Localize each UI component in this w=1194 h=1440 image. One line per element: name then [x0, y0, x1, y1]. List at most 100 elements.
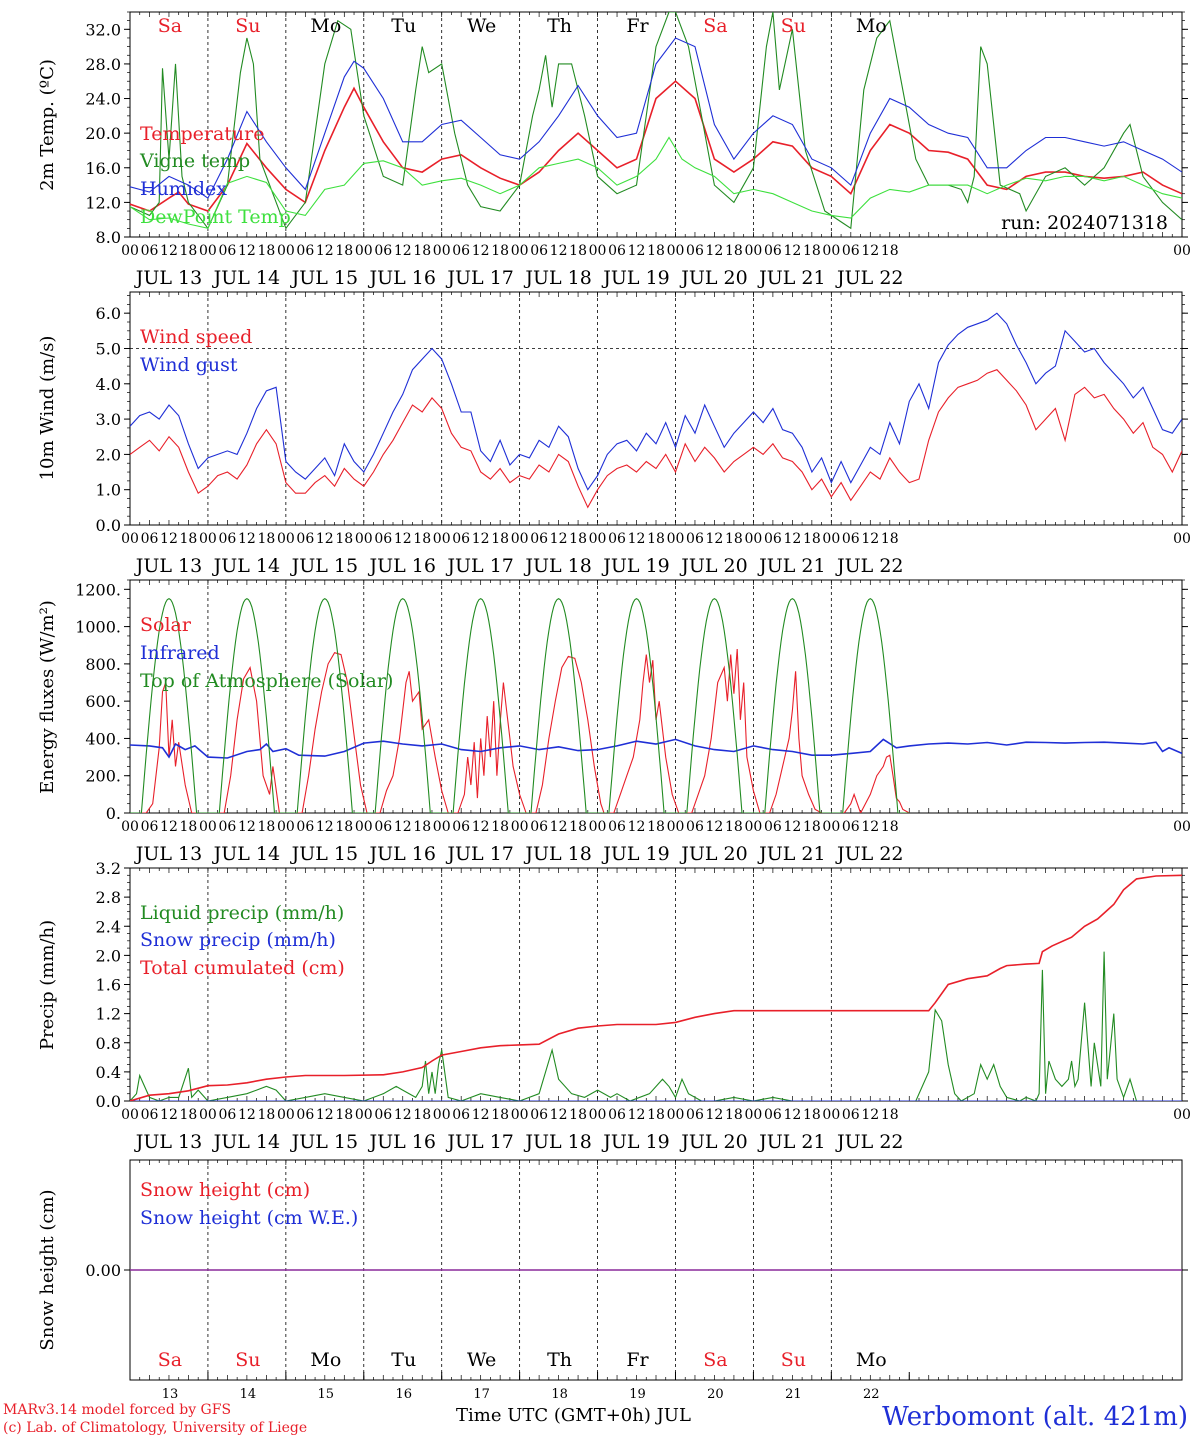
y-tick-label: 1.2: [96, 1005, 121, 1024]
day-name-bottom: Su: [235, 1349, 260, 1371]
day-name-top: Mo: [856, 15, 887, 37]
x-hour-label: 06: [764, 531, 782, 547]
series-line-top-of-atmosphere-solar-: [130, 597, 910, 813]
y-tick-label: 24.0: [85, 90, 121, 109]
x-hour-label: 00: [121, 819, 139, 835]
x-hour-label: 12: [628, 819, 646, 835]
day-number: 16: [395, 1387, 412, 1402]
x-hour-label: 12: [628, 243, 646, 259]
x-hour-label: 12: [316, 243, 334, 259]
day-name-bottom: Tu: [391, 1349, 416, 1371]
x-hour-label: 00: [433, 531, 451, 547]
x-hour-label: 00: [433, 243, 451, 259]
x-hour-label: 18: [335, 1107, 353, 1123]
x-hour-label: 12: [550, 1107, 568, 1123]
x-hour-label: 12: [861, 819, 879, 835]
x-hour-label: 18: [569, 531, 587, 547]
x-hour-label: 00: [822, 1107, 840, 1123]
x-hour-label: 18: [491, 819, 509, 835]
day-name-top: Tu: [391, 15, 416, 37]
y-tick-label: 1.0: [96, 481, 121, 500]
legend-entry: Wind gust: [140, 354, 238, 376]
x-hour-label: 00: [667, 531, 685, 547]
x-hour-label: 18: [569, 243, 587, 259]
x-date-label: JUL 14: [212, 843, 280, 865]
x-hour-label: 00: [121, 531, 139, 547]
y-tick-label: 5.0: [96, 339, 121, 358]
x-hour-label: 12: [160, 243, 178, 259]
day-name-bottom: We: [467, 1349, 496, 1371]
x-hour-label: 06: [530, 819, 548, 835]
y-axis-title: Precip (mm/h): [37, 920, 58, 1050]
x-hour-label: 00: [1173, 531, 1191, 547]
x-hour-label: 12: [238, 819, 256, 835]
day-number: 13: [162, 1387, 179, 1402]
x-hour-label: 06: [218, 819, 236, 835]
x-hour-label: 06: [608, 531, 626, 547]
x-hour-label: 12: [472, 1107, 490, 1123]
x-hour-label: 00: [667, 243, 685, 259]
x-hour-label: 00: [277, 243, 295, 259]
x-date-label: JUL 15: [290, 267, 358, 289]
x-hour-label: 12: [238, 531, 256, 547]
day-number: 20: [707, 1387, 724, 1402]
x-hour-label: 00: [511, 531, 529, 547]
x-hour-label: 06: [374, 1107, 392, 1123]
x-date-label: JUL 21: [757, 843, 825, 865]
x-hour-label: 00: [433, 1107, 451, 1123]
x-hour-label: 06: [608, 819, 626, 835]
legend-entry: Temperature: [140, 123, 264, 145]
x-hour-label: 18: [335, 243, 353, 259]
x-hour-label: 18: [725, 819, 743, 835]
x-hour-label: 06: [686, 531, 704, 547]
x-hour-label: 06: [374, 243, 392, 259]
y-tick-label: 2.0: [96, 445, 121, 464]
y-tick-label: 1000.: [75, 618, 121, 637]
day-number: 15: [318, 1387, 335, 1402]
day-number: 14: [240, 1387, 257, 1402]
x-hour-label: 12: [550, 819, 568, 835]
x-hour-label: 18: [803, 531, 821, 547]
x-hour-label: 06: [842, 819, 860, 835]
x-date-label: JUL 17: [445, 843, 513, 865]
x-hour-label: 00: [199, 531, 217, 547]
x-hour-label: 00: [277, 531, 295, 547]
x-hour-label: 06: [530, 531, 548, 547]
legend-entry: Vigne temp: [139, 150, 250, 172]
legend-entry: Snow height (cm): [140, 1179, 310, 1201]
x-hour-label: 06: [686, 1107, 704, 1123]
x-date-label: JUL 22: [835, 843, 903, 865]
x-date-label: JUL 19: [601, 267, 669, 289]
y-tick-label: 0.00: [85, 1261, 121, 1280]
legend-entry: Humidex: [140, 178, 227, 200]
x-hour-label: 12: [472, 243, 490, 259]
series-line-vigne-temp: [130, 12, 1182, 230]
legend-entry: Solar: [140, 614, 192, 636]
x-hour-label: 06: [686, 819, 704, 835]
x-hour-label: 06: [296, 531, 314, 547]
x-hour-label: 00: [744, 1107, 762, 1123]
x-hour-label: 18: [335, 819, 353, 835]
x-hour-label: 12: [394, 243, 412, 259]
x-hour-label: 18: [803, 1107, 821, 1123]
day-name-top: Fr: [626, 15, 649, 37]
x-date-label: JUL 18: [523, 267, 591, 289]
x-date-label: JUL 20: [679, 843, 747, 865]
x-hour-label: 12: [550, 243, 568, 259]
x-hour-label: 00: [277, 1107, 295, 1123]
x-date-label: JUL 19: [601, 555, 669, 577]
y-axis-title: Snow height (cm): [37, 1189, 58, 1350]
x-hour-label: 00: [589, 1107, 607, 1123]
legend-entry: Infrared: [140, 642, 220, 664]
x-hour-label: 12: [706, 819, 724, 835]
day-name-bottom: Mo: [310, 1349, 341, 1371]
x-hour-label: 06: [686, 243, 704, 259]
x-hour-label: 00: [511, 1107, 529, 1123]
x-hour-label: 12: [861, 531, 879, 547]
x-date-label: JUL 17: [445, 1131, 513, 1153]
x-hour-label: 18: [803, 243, 821, 259]
series-line-dewpoint-temp: [130, 136, 1182, 229]
x-hour-label: 12: [394, 1107, 412, 1123]
x-hour-label: 06: [530, 243, 548, 259]
x-date-label: JUL 21: [757, 267, 825, 289]
